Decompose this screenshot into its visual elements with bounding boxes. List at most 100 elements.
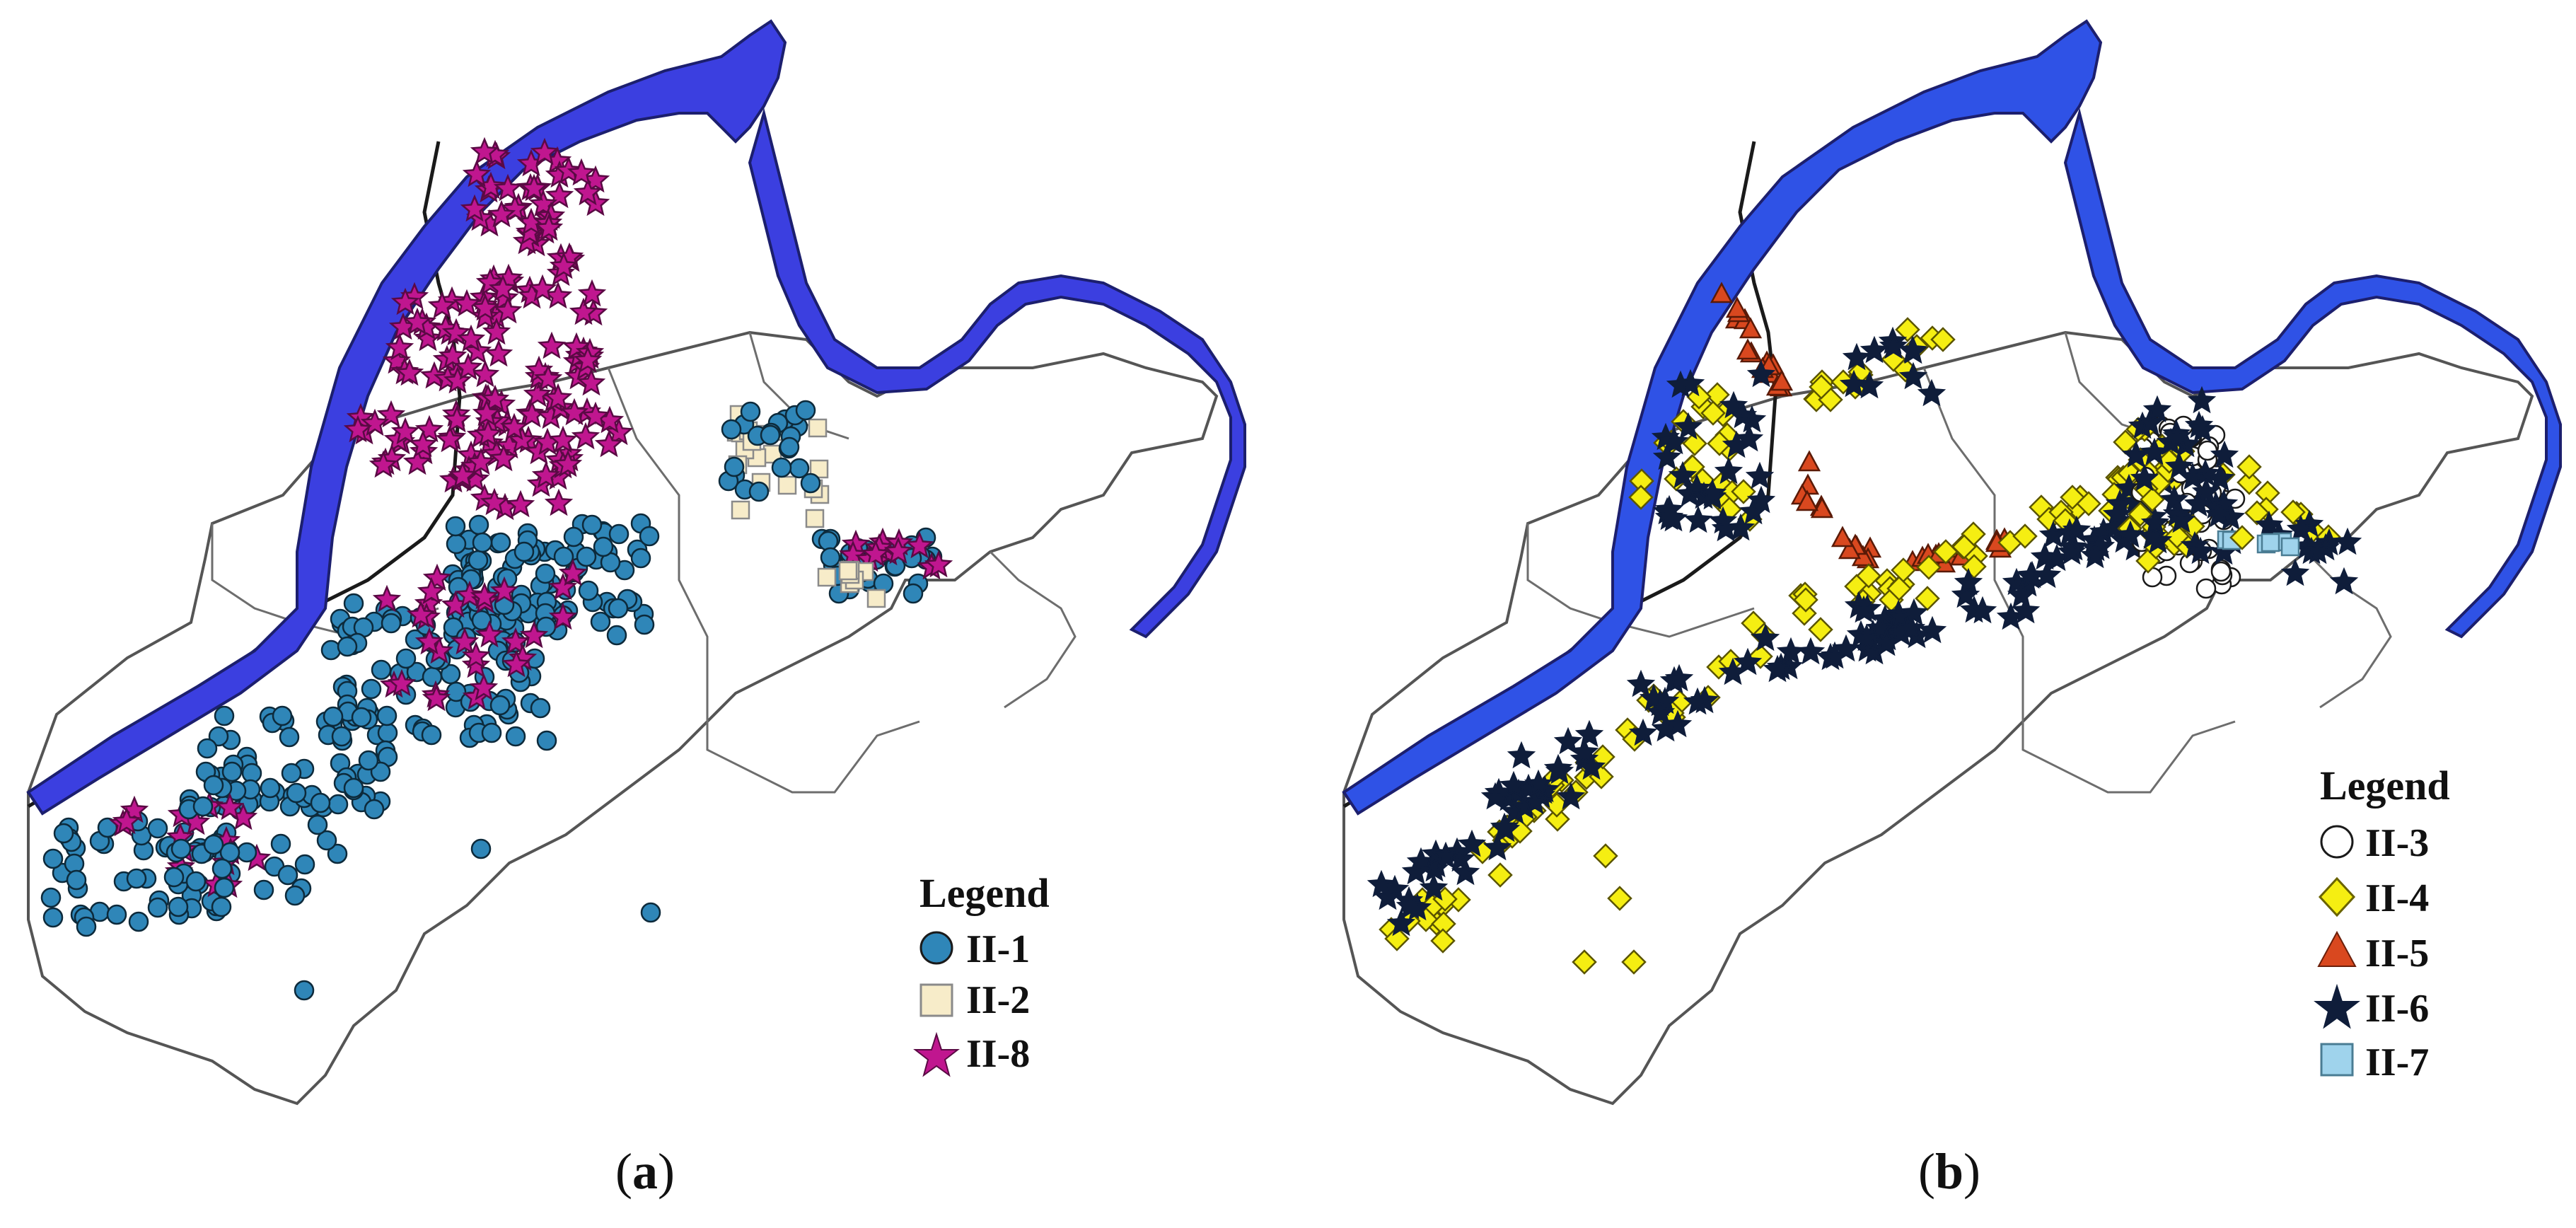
- map-point-star: [544, 488, 574, 516]
- map-point-star: [461, 641, 491, 669]
- map-point-square: [838, 561, 858, 581]
- map-point-circle: [581, 514, 603, 535]
- map-point-star: [1917, 378, 1946, 407]
- map-point-diamond: [1430, 928, 1456, 954]
- map-point-circle: [640, 902, 661, 923]
- map-point-circle: [505, 726, 526, 747]
- map-point-circle: [472, 532, 493, 553]
- map-point-star: [501, 649, 531, 678]
- map-point-star: [1746, 359, 1776, 388]
- map-point-circle: [421, 724, 442, 746]
- map-point-square: [805, 509, 825, 528]
- map-point-star: [576, 368, 606, 396]
- caption-close: ): [658, 1143, 675, 1200]
- map-point-triangle: [1831, 526, 1855, 548]
- map-point-circle: [514, 541, 535, 562]
- map-point-star: [2140, 508, 2170, 536]
- map-point-circle: [277, 864, 298, 886]
- map-point-diamond: [1856, 563, 1881, 589]
- map-point-star: [343, 415, 373, 443]
- map-point-star: [435, 424, 465, 453]
- map-panel-b: Legend II-3 II-4 II-5 II-6 II-7: [1342, 19, 2562, 1106]
- legend-item-ii-4: II-4: [2318, 876, 2429, 920]
- map-point-circle: [294, 980, 315, 1001]
- map-point-star: [452, 289, 482, 317]
- legend-swatch-square: [919, 983, 953, 1017]
- map-point-star: [1577, 752, 1606, 780]
- map-point-star: [414, 627, 444, 655]
- map-point-star: [489, 444, 518, 472]
- map-point-circle: [608, 523, 630, 545]
- map-point-star: [1734, 424, 1764, 452]
- map-point-circle: [376, 705, 398, 726]
- map-panel-a: Legend II-1 II-2 II-8: [26, 19, 1246, 1106]
- map-point-star: [2191, 477, 2221, 505]
- map-point-circle: [377, 722, 398, 743]
- map-point-diamond: [1895, 317, 1920, 342]
- map-point-star: [395, 358, 424, 386]
- map-point-star: [470, 359, 500, 388]
- map-point-star: [571, 422, 601, 450]
- legend-label: II-2: [966, 978, 1030, 1022]
- map-point-star: [493, 173, 523, 202]
- legend-label: II-3: [2365, 821, 2429, 865]
- map-point-star: [1714, 456, 1744, 485]
- map-point-circle: [260, 777, 281, 799]
- map-point-star: [1664, 664, 1694, 692]
- map-point-star: [553, 449, 583, 477]
- map-point-square: [866, 589, 886, 608]
- map-point-star: [1431, 841, 1461, 869]
- map-point-circle: [471, 610, 492, 631]
- legend-label: II-6: [2365, 987, 2429, 1031]
- map-point-circle: [530, 697, 551, 719]
- map-point-star: [1776, 637, 1806, 665]
- map-point-star: [1646, 697, 1676, 726]
- map-point-circle: [535, 563, 556, 584]
- map-point-star: [2162, 422, 2192, 450]
- district-boundary: [2304, 550, 2392, 709]
- map-point-star: [215, 792, 245, 821]
- map-point-star: [482, 317, 511, 345]
- legend-item-ii-6: II-6: [2314, 983, 2429, 1031]
- map-point-diamond: [1916, 555, 1942, 580]
- district-boundary: [607, 367, 920, 794]
- map-point-star: [1480, 782, 1510, 810]
- legend-label: II-7: [2365, 1041, 2429, 1084]
- map-point-circle: [327, 794, 349, 815]
- map-point-circle: [279, 726, 300, 748]
- map-point-star: [462, 159, 492, 187]
- legend-title: Legend: [2320, 763, 2450, 809]
- map-point-circle: [343, 777, 364, 799]
- map-point-star: [2102, 499, 2132, 528]
- map-point-star: [2303, 536, 2333, 564]
- legend-item-ii-8: II-8: [913, 1031, 1030, 1077]
- district-boundary: [989, 550, 1077, 709]
- map-point-diamond: [1545, 806, 1570, 832]
- map-point-star: [517, 400, 547, 428]
- map-point-star: [2159, 485, 2189, 513]
- map-point-star: [1746, 485, 1776, 514]
- map-point-circle: [211, 858, 233, 879]
- map-point-square: [731, 500, 750, 520]
- map-point-star: [2187, 386, 2217, 414]
- map-point-circle: [126, 868, 147, 889]
- map-point-circle: [724, 456, 745, 477]
- map-point-circle: [76, 916, 97, 937]
- map-point-star: [369, 450, 398, 478]
- map-point-star: [2210, 440, 2239, 468]
- map-point-star: [548, 425, 578, 453]
- map-point-star: [372, 584, 402, 613]
- map-point-circle: [170, 838, 192, 859]
- caption-open: (: [1918, 1143, 1935, 1200]
- map-point-circle: [576, 546, 597, 567]
- map-point-star: [905, 531, 934, 559]
- map-point-circle: [197, 738, 218, 759]
- map-point-circle: [481, 722, 502, 743]
- map-point-circle: [327, 843, 348, 864]
- map-point-star: [470, 301, 500, 330]
- legend-item-ii-5: II-5: [2317, 930, 2429, 975]
- map-point-star: [2121, 440, 2151, 468]
- map-point-circle: [381, 613, 402, 634]
- map-point-star: [1628, 718, 1658, 746]
